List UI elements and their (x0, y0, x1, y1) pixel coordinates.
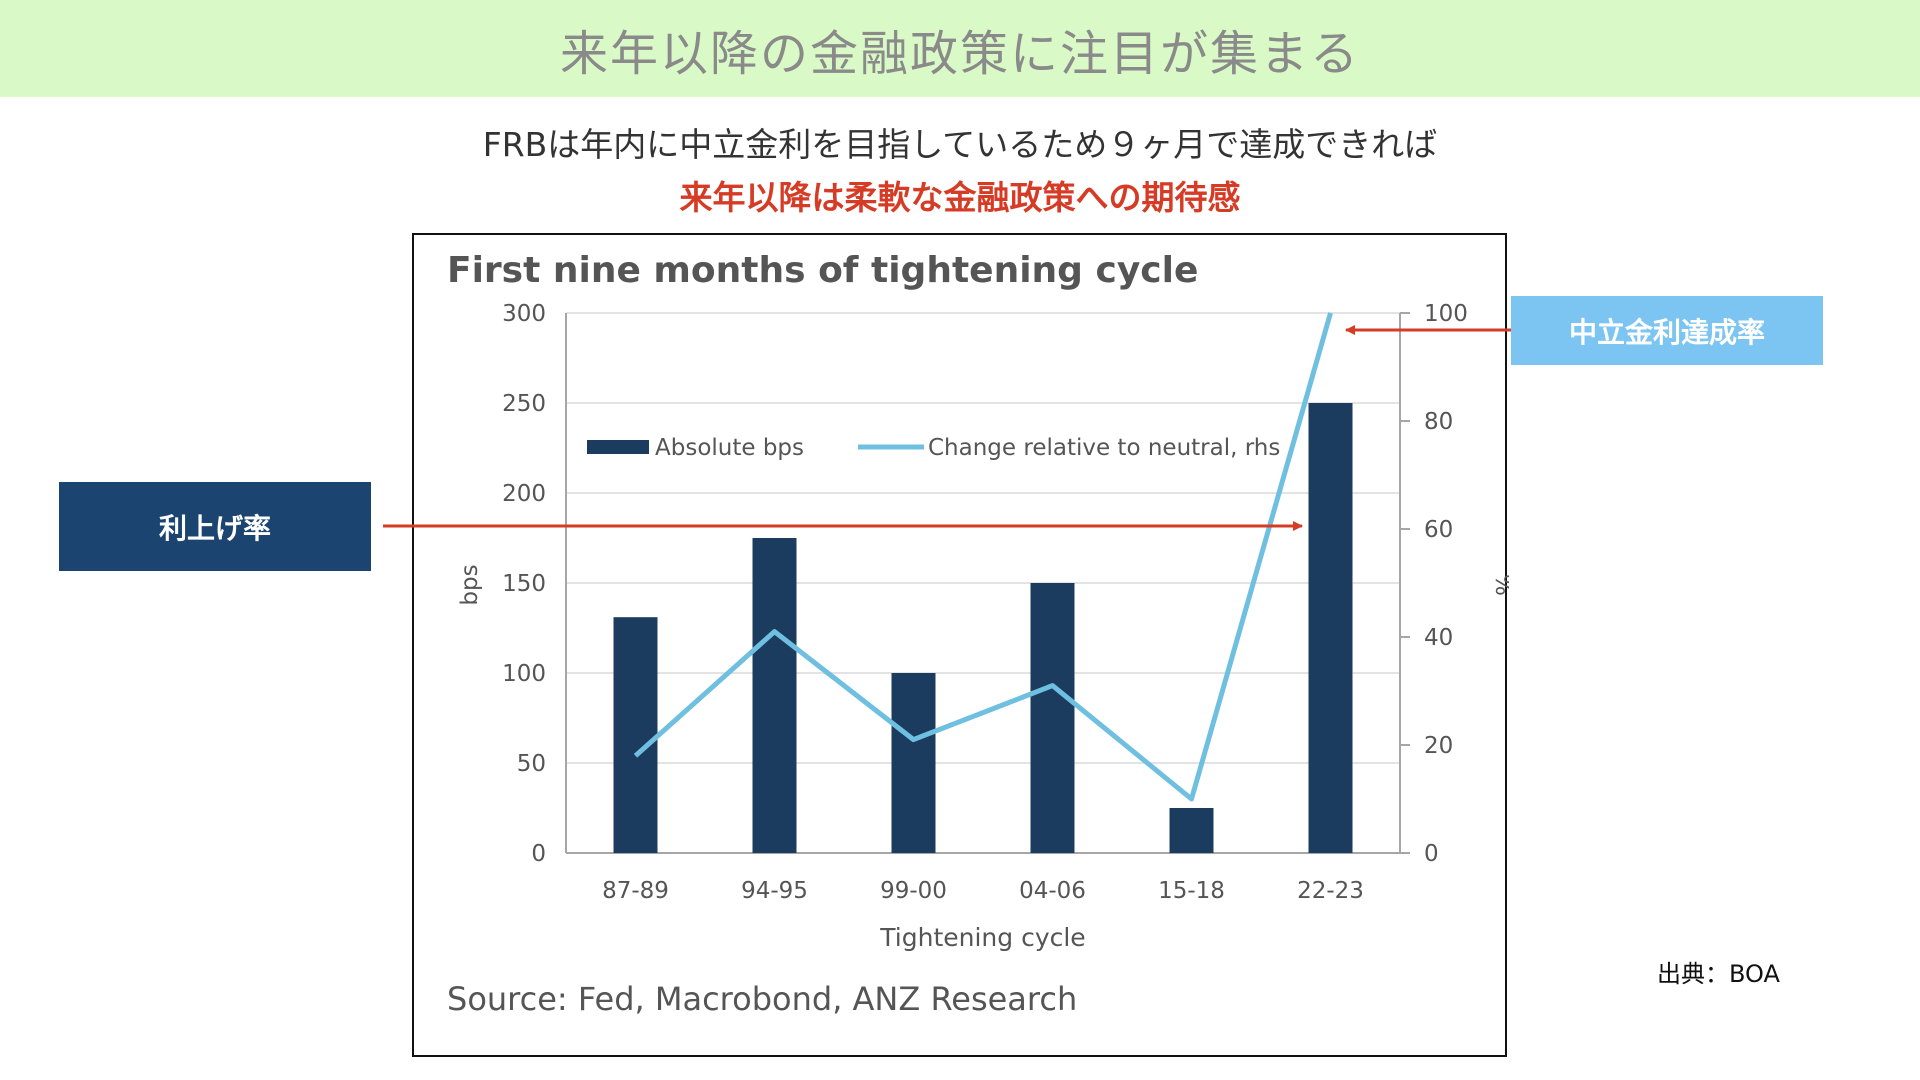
x-tick-label-2: 99-00 (880, 878, 947, 904)
bar-94-95 (752, 538, 797, 853)
subtitle-line-2: 来年以降は柔軟な金融政策への期待感 (679, 178, 1241, 217)
legend-bar-label: Absolute bps (655, 435, 804, 461)
y-tick-label-4: 200 (502, 481, 546, 507)
chart-source: Source: Fed, Macrobond, ANZ Research (447, 980, 1077, 1018)
bar-15-18 (1169, 808, 1214, 853)
legend-bar-swatch (587, 440, 649, 454)
x-tick-label-5: 22-23 (1297, 878, 1364, 904)
x-ticks: 87-89 94-95 99-00 04-06 15-18 22-23 (602, 878, 1364, 904)
x-axis-label: Tightening cycle (879, 923, 1085, 952)
chart-svg: First nine months of tightening cycle 0 5… (447, 250, 1509, 1018)
bar-99-00 (891, 673, 936, 853)
y-tick-label-2: 100 (502, 661, 546, 687)
bar-22-23 (1308, 403, 1353, 853)
y-tick-label-1: 50 (517, 751, 546, 777)
gridlines (566, 312, 1400, 764)
y-tick-label-6: 300 (502, 301, 546, 327)
y2-tick-label-4: 80 (1424, 409, 1453, 435)
line-group (633, 312, 1333, 802)
subtitle-line-1: FRBは年内に中立金利を目指しているため９ヶ月で達成できれば (482, 125, 1438, 164)
rate-hike-callout-label: 利上げ率 (158, 511, 271, 545)
x-tick-label-3: 04-06 (1019, 878, 1086, 904)
title-banner: 来年以降の金融政策に注目が集まる (0, 0, 1920, 97)
y2-tick-label-1: 20 (1424, 733, 1453, 759)
page-title: 来年以降の金融政策に注目が集まる (559, 25, 1360, 82)
y-ticks: 0 50 100 150 200 250 300 (502, 301, 546, 867)
bar-04-06 (1030, 583, 1075, 853)
y-axis-label: bps (457, 564, 483, 605)
x-tick-label-4: 15-18 (1158, 878, 1225, 904)
bar-87-89 (613, 617, 658, 853)
y2-tick-label-0: 0 (1424, 841, 1439, 867)
legend: Absolute bps Change relative to neutral,… (587, 435, 1280, 461)
series-line-neutral (633, 312, 1333, 802)
y-tick-label-5: 250 (502, 391, 546, 417)
neutral-rate-callout-label: 中立金利達成率 (1568, 315, 1765, 349)
y-tick-label-3: 150 (502, 571, 546, 597)
chart-panel: First nine months of tightening cycle 0 5… (412, 233, 1509, 1057)
rate-hike-callout: 利上げ率 (59, 482, 371, 571)
neutral-rate-callout: 中立金利達成率 (1511, 296, 1823, 365)
y2-tick-label-2: 40 (1424, 625, 1453, 651)
y2-tick-label-3: 60 (1424, 517, 1453, 543)
legend-line-label: Change relative to neutral, rhs (928, 435, 1280, 461)
y2-axis-label: % (1490, 574, 1509, 596)
x-tick-label-1: 94-95 (741, 878, 808, 904)
y2-ticks: 0 20 40 60 80 100 (1400, 301, 1468, 867)
x-tick-label-0: 87-89 (602, 878, 669, 904)
chart-title: First nine months of tightening cycle (447, 250, 1198, 291)
source-note: 出典：BOA (1657, 960, 1780, 988)
y-tick-label-0: 0 (531, 841, 546, 867)
bars-group (613, 403, 1353, 853)
y2-tick-label-5: 100 (1424, 301, 1468, 327)
